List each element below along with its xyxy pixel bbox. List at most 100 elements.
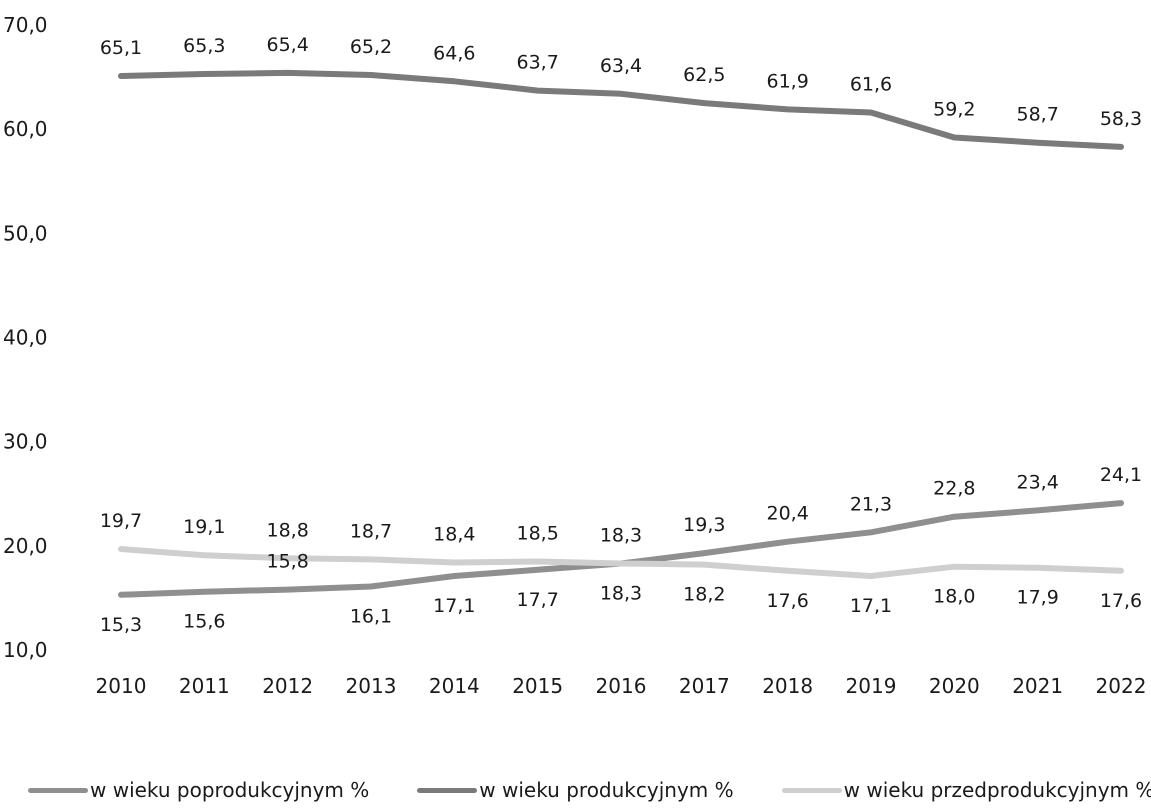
data-label: 15,3: [100, 614, 142, 636]
data-label: 22,8: [933, 478, 975, 500]
data-point: [1035, 140, 1041, 146]
x-tick-label: 2022: [1096, 674, 1147, 698]
legend-label: w wieku przedprodukcyjnym %: [843, 778, 1151, 802]
data-label: 62,5: [683, 64, 725, 86]
data-point: [118, 546, 124, 552]
data-label: 58,3: [1100, 108, 1142, 130]
x-tick-label: 2013: [346, 674, 397, 698]
y-tick-label: 10,0: [3, 638, 48, 662]
legend-item: w wieku przedprodukcyjnym %: [781, 778, 1151, 802]
data-label: 19,1: [183, 516, 225, 538]
data-label: 15,6: [183, 611, 225, 633]
x-tick-label: 2019: [846, 674, 897, 698]
data-point: [701, 550, 707, 556]
series-lines: [118, 69, 1124, 598]
legend-swatch: [781, 787, 842, 793]
data-point: [285, 555, 291, 561]
data-point: [868, 573, 874, 579]
data-label: 19,7: [100, 510, 142, 532]
data-label: 18,5: [517, 522, 559, 544]
data-point: [1035, 507, 1041, 514]
data-point: [535, 88, 541, 94]
series-line-0: [118, 500, 1124, 598]
data-label: 17,6: [1100, 590, 1142, 612]
data-label: 65,1: [100, 37, 142, 59]
data-label: 18,2: [683, 584, 725, 606]
data-point: [285, 586, 291, 593]
data-label: 18,3: [600, 525, 642, 547]
data-label: 65,2: [350, 36, 392, 58]
data-label: 21,3: [850, 493, 892, 515]
data-point: [1118, 568, 1124, 574]
data-point: [785, 106, 791, 112]
data-point: [785, 539, 791, 545]
legend-item: w wieku poprodukcyjnym %: [28, 778, 369, 802]
y-axis-tick-labels: 10,0 20,0 30,0 40,0 50,0 60,0 70,0: [3, 13, 48, 662]
data-label: 63,7: [517, 52, 559, 74]
data-label: 61,9: [767, 70, 809, 92]
data-label: 18,4: [433, 524, 475, 546]
data-point: [201, 589, 207, 595]
data-label: 18,3: [600, 583, 642, 605]
data-label: 18,7: [350, 520, 392, 542]
data-point: [368, 556, 374, 562]
data-point: [118, 592, 124, 598]
data-label: 18,8: [267, 519, 309, 541]
data-labels: 15,3 15,6 15,8 16,1 17,1 17,7 18,3 19,3 20,4 21,3…: [100, 34, 1142, 636]
y-tick-label: 30,0: [3, 430, 48, 454]
data-point: [368, 72, 374, 78]
data-point: [1035, 565, 1041, 571]
chart-legend: w wieku poprodukcyjnym % w wieku produkcy…: [28, 770, 1151, 810]
data-label: 23,4: [1017, 471, 1059, 493]
data-point: [868, 529, 874, 535]
data-label: 58,7: [1017, 104, 1059, 126]
x-tick-label: 2012: [262, 674, 313, 698]
data-point: [118, 73, 124, 79]
data-label: 17,1: [850, 595, 892, 617]
legend-item: w wieku produkcyjnym %: [417, 778, 734, 802]
x-tick-label: 2016: [596, 674, 647, 698]
data-point: [951, 514, 957, 520]
data-point: [285, 70, 291, 76]
x-tick-label: 2020: [929, 674, 980, 698]
data-point: [1118, 500, 1124, 506]
data-label: 17,6: [767, 590, 809, 612]
x-tick-label: 2014: [429, 674, 480, 698]
y-tick-label: 20,0: [3, 534, 48, 558]
data-point: [535, 567, 541, 573]
data-label: 64,6: [433, 42, 475, 64]
data-label: 19,3: [683, 514, 725, 536]
data-label: 65,4: [267, 34, 309, 56]
data-point: [1118, 144, 1124, 150]
data-point: [618, 91, 624, 97]
data-point: [868, 109, 874, 116]
data-point: [701, 100, 707, 106]
x-tick-label: 2021: [1012, 674, 1063, 698]
data-label: 16,1: [350, 605, 392, 627]
y-tick-label: 40,0: [3, 326, 48, 350]
data-point: [701, 561, 707, 568]
data-point: [451, 78, 457, 84]
data-label: 18,0: [933, 586, 975, 608]
x-tick-label: 2010: [96, 674, 147, 698]
data-point: [451, 573, 457, 579]
data-label: 15,8: [267, 551, 309, 573]
data-point: [451, 559, 457, 566]
data-label: 17,9: [1017, 587, 1059, 609]
data-label: 61,6: [850, 74, 892, 96]
data-label: 20,4: [767, 503, 809, 525]
x-tick-label: 2011: [179, 674, 230, 698]
x-tick-label: 2015: [512, 674, 563, 698]
data-point: [618, 560, 624, 567]
data-point: [368, 583, 374, 590]
y-tick-label: 50,0: [3, 221, 48, 245]
legend-label: w wieku poprodukcyjnym %: [90, 778, 370, 802]
x-axis-tick-labels: 2010 2011 2012 2013 2014 2015 2016 2017 2018 2019…: [96, 674, 1147, 698]
legend-label: w wieku produkcyjnym %: [479, 778, 734, 802]
data-point: [201, 552, 207, 558]
x-tick-label: 2018: [762, 674, 813, 698]
data-label: 24,1: [1100, 464, 1142, 486]
y-tick-label: 70,0: [3, 13, 48, 37]
data-point: [785, 568, 791, 574]
x-tick-label: 2017: [679, 674, 730, 698]
